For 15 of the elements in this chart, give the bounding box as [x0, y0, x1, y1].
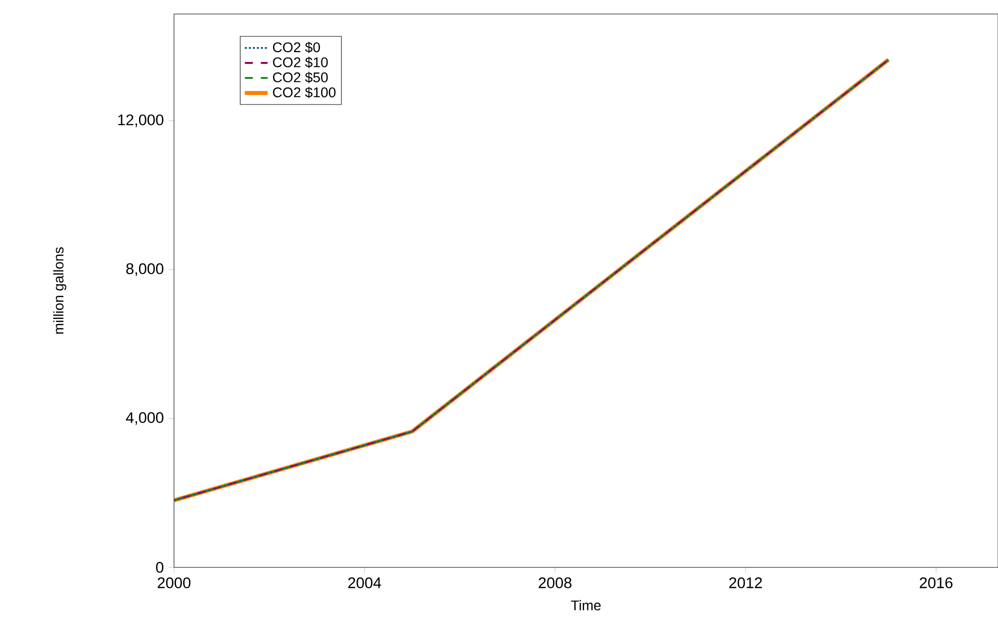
y-axis-title: million gallons — [53, 247, 66, 334]
x-tick-label: 2004 — [348, 577, 382, 588]
x-tick-label: 2008 — [538, 577, 572, 588]
y-tick-label: 4,000 — [126, 412, 164, 425]
x-tick-label: 2000 — [158, 577, 190, 588]
y-tick-label: 12,000 — [118, 114, 164, 127]
y-tick-label: 0 — [156, 562, 164, 573]
x-tick-label: 2016 — [920, 577, 952, 588]
legend-label: CO2 $0 — [272, 42, 320, 53]
legend-label: CO2 $10 — [272, 56, 328, 68]
legend-label: CO2 $50 — [272, 72, 328, 83]
legend-label: CO2 $100 — [272, 86, 336, 98]
x-tick-label: 2012 — [729, 577, 762, 588]
y-tick-label: 8,000 — [126, 263, 164, 276]
x-axis-title: Time — [571, 600, 601, 610]
